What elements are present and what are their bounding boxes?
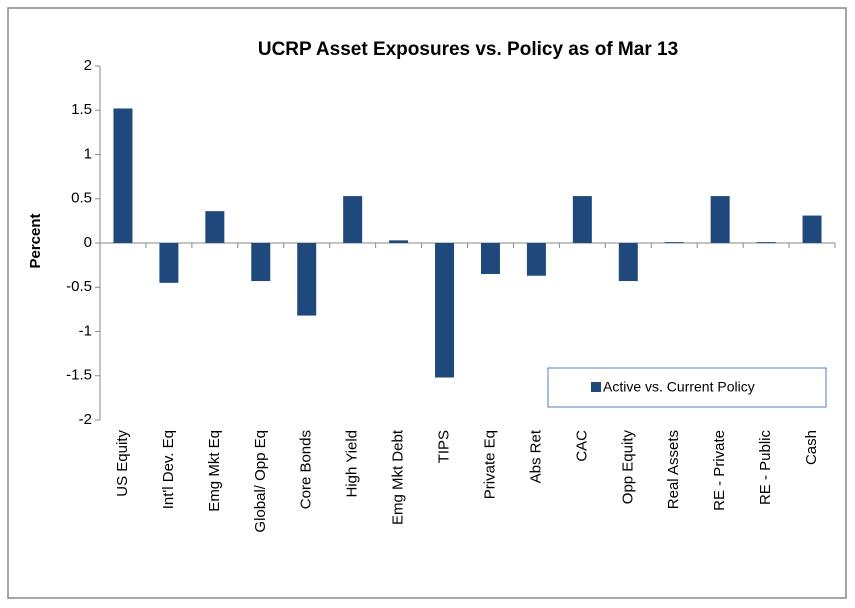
bar xyxy=(343,196,363,243)
y-tick-label: -1 xyxy=(79,322,92,339)
x-tick-label: Private Eq xyxy=(481,430,498,499)
bar xyxy=(251,243,271,282)
x-tick-label: US Equity xyxy=(114,430,131,497)
bar xyxy=(526,243,546,276)
y-tick-label: -2 xyxy=(79,411,92,428)
x-tick-label: Int'l Dev. Eq xyxy=(160,430,177,509)
bar xyxy=(710,196,730,243)
y-tick-label: 0.5 xyxy=(71,190,92,207)
bar xyxy=(572,196,592,243)
bar xyxy=(802,215,822,243)
y-tick-label: 1.5 xyxy=(71,101,92,118)
chart-title: UCRP Asset Exposures vs. Policy as of Ma… xyxy=(258,39,678,60)
x-tick-label: Global/ Opp Eq xyxy=(252,430,269,533)
bar xyxy=(618,243,638,282)
bar xyxy=(297,243,317,316)
x-tick-label: CAC xyxy=(573,430,590,462)
x-tick-label: TIPS xyxy=(436,430,453,463)
x-tick-label: RE - Private xyxy=(711,430,728,511)
x-tick-label: Emg Mkt Eq xyxy=(206,430,223,512)
bar xyxy=(389,240,409,243)
y-tick-label: 1 xyxy=(84,145,92,162)
bar xyxy=(664,242,684,243)
y-tick-label: -1.5 xyxy=(66,367,92,384)
bar xyxy=(480,243,500,274)
y-tick-label: -0.5 xyxy=(66,278,92,295)
x-tick-label: Abs Ret xyxy=(527,429,544,483)
x-tick-label: High Yield xyxy=(344,430,361,498)
y-tick-label: 0 xyxy=(84,234,92,251)
chart-frame xyxy=(7,7,847,599)
x-tick-label: Emg Mkt Debt xyxy=(390,429,407,525)
x-tick-label: Opp Equity xyxy=(619,430,636,505)
x-tick-label: Core Bonds xyxy=(298,430,315,509)
y-axis-label: Percent xyxy=(27,213,44,268)
bar xyxy=(205,211,225,243)
legend-label: Active vs. Current Policy xyxy=(603,379,755,395)
bar xyxy=(113,108,133,243)
legend-swatch xyxy=(591,382,601,392)
x-tick-label: Real Assets xyxy=(665,430,682,509)
y-tick-label: 2 xyxy=(84,57,92,74)
bar xyxy=(435,243,455,378)
bar xyxy=(756,242,776,243)
x-tick-label: RE - Public xyxy=(757,430,774,506)
x-tick-label: Cash xyxy=(803,430,820,465)
legend: Active vs. Current Policy xyxy=(547,367,827,408)
bar xyxy=(159,243,179,283)
